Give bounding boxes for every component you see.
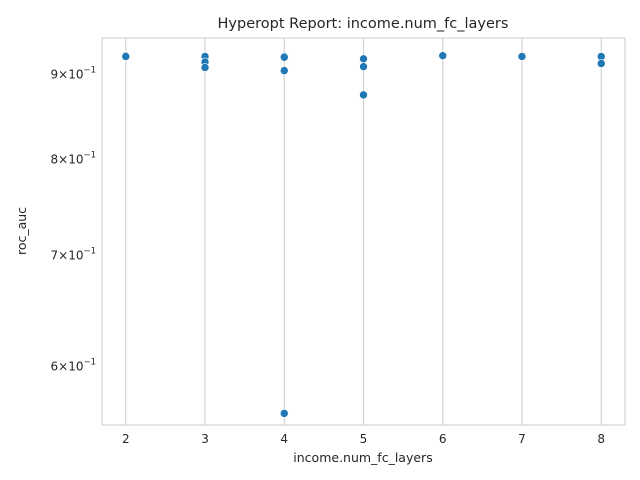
y-axis-label: roc_auc: [14, 207, 29, 255]
data-point: [359, 54, 368, 64]
data-point: [517, 52, 527, 61]
y-tick-label: 7×10−1: [51, 246, 97, 262]
y-tick-label: 6×10−1: [51, 357, 97, 373]
x-tick-label: 7: [518, 432, 526, 446]
x-tick-label: 5: [360, 432, 368, 446]
x-tick-label: 8: [597, 432, 605, 446]
x-tick-label: 4: [280, 432, 288, 446]
data-point: [121, 52, 131, 61]
grid-lines: [125, 38, 602, 425]
x-tick-label: 2: [122, 432, 130, 446]
chart-title: Hyperopt Report: income.num_fc_layers: [218, 16, 509, 32]
data-point: [359, 90, 368, 100]
y-tick-label: 8×10−1: [51, 150, 97, 166]
y-tick-label: 9×10−1: [51, 66, 97, 82]
y-tick-labels: 6×10−1 7×10−1 8×10−1 9×10−1: [51, 66, 97, 374]
data-points: [121, 51, 606, 418]
data-point: [596, 59, 606, 68]
data-point: [200, 63, 210, 72]
x-axis-label: income.num_fc_layers: [293, 450, 432, 465]
x-tick-labels: 2 3 4 5 6 7 8: [122, 432, 605, 446]
data-point: [279, 409, 289, 418]
x-tick-label: 3: [201, 432, 209, 446]
plot-area-frame: [101, 37, 626, 426]
data-point: [279, 66, 289, 75]
data-point: [279, 52, 289, 62]
data-point: [359, 62, 368, 71]
x-tick-label: 6: [439, 432, 447, 446]
data-point: [438, 51, 448, 60]
